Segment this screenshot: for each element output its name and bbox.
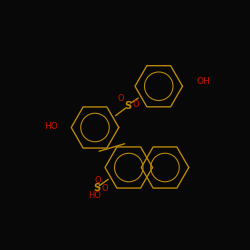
Text: O: O (133, 100, 140, 108)
Text: O: O (95, 176, 102, 185)
Text: S: S (124, 100, 132, 110)
Text: HO: HO (88, 191, 101, 200)
Text: O: O (117, 94, 124, 102)
Text: S: S (93, 183, 100, 193)
Text: OH: OH (196, 77, 210, 86)
Text: O: O (102, 184, 108, 192)
Text: HO: HO (44, 122, 58, 131)
